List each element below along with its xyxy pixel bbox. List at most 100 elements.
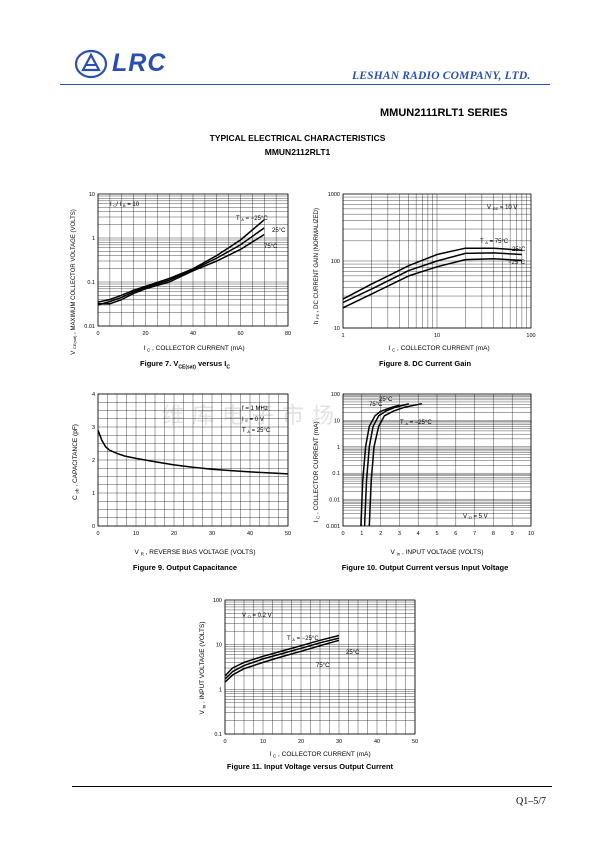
fig7-caption: Figure 7. VCE(sat) versus IC	[140, 359, 230, 371]
fig8-xtick: 100	[526, 333, 535, 339]
fig7-xtick: 60	[237, 331, 243, 337]
fig10-series-line-0	[360, 404, 400, 527]
fig9-ylabel: C ob , CAPACITANCE (pF)	[72, 424, 80, 500]
fig11-xtick: 30	[336, 739, 342, 745]
fig11-ytick: 100	[213, 598, 222, 604]
fig10-caption: Figure 10. Output Current versus Input V…	[341, 563, 509, 572]
fig10-xtick: 1	[360, 531, 363, 537]
fig11-series-line-2	[224, 639, 340, 683]
fig10-xtick: 3	[398, 531, 401, 537]
fig11-ylabel: V in , INPUT VOLTAGE (VOLTS)	[199, 622, 207, 715]
fig9-ytick: 3	[92, 425, 95, 431]
fig9-grid	[97, 393, 289, 527]
fig8-series-line-0	[342, 247, 522, 300]
fig9-xtick: 0	[96, 531, 99, 537]
fig8-annot-3: −25°C	[508, 260, 526, 266]
fig9-annot-1: I E = 0 V	[242, 417, 264, 423]
fig11-series-line-1	[224, 637, 340, 680]
fig7-ytick: 10	[89, 192, 95, 198]
fig8-xlabel: I C , COLLECTOR CURRENT (mA)	[388, 345, 489, 353]
fig10-annot-1: 25°C	[379, 397, 393, 403]
fig8-xtick: 1	[341, 333, 344, 339]
fig7-series-line-1	[97, 227, 265, 306]
fig9-series-line-0	[97, 430, 289, 475]
logo: LRC	[74, 48, 184, 82]
footer-rule	[72, 786, 552, 787]
logo-text: LRC	[112, 49, 167, 77]
fig10-annot-0: 75°C	[369, 402, 383, 408]
fig9-xtick: 20	[171, 531, 177, 537]
fig11-xtick: 20	[298, 739, 304, 745]
fig10-xtick: 10	[528, 531, 534, 537]
fig7-series-line-0	[97, 219, 265, 303]
series-title: MMUN2111RLT1 SERIES	[380, 107, 508, 119]
fig9-xtick: 10	[133, 531, 139, 537]
section-subtitle: MMUN2112RLT1	[264, 147, 331, 157]
fig8-series-line-2	[342, 258, 522, 309]
logo-mark-icon	[74, 49, 108, 79]
fig10-xtick: 8	[492, 531, 495, 537]
fig10-ylabel: I C , COLLECTOR CURRENT (mA)	[313, 421, 321, 522]
fig9-xtick: 50	[285, 531, 291, 537]
fig8-series-line-1	[342, 252, 522, 304]
fig10-ytick: 0.001	[326, 524, 340, 530]
fig10-grid	[342, 393, 532, 527]
fig9-xlabel: V R , REVERSE BIAS VOLTAGE (VOLTS)	[134, 549, 255, 557]
fig7-grid	[97, 193, 289, 327]
fig11-series-line-0	[224, 634, 340, 677]
fig7-xtick: 40	[190, 331, 196, 337]
fig11-xlabel: I C , COLLECTOR CURRENT (mA)	[269, 751, 370, 759]
fig10-xtick: 6	[454, 531, 457, 537]
page-number: Q1–5/7	[516, 796, 546, 807]
chart-fig11: V in , INPUT VOLTAGE (VOLTS) I C , COLLE…	[199, 598, 418, 759]
fig11-ytick: 10	[216, 643, 222, 649]
fig7-xtick: 0	[96, 331, 99, 337]
fig9-ytick: 1	[92, 491, 95, 497]
fig8-ytick: 10	[334, 326, 340, 332]
header-rule	[60, 84, 550, 85]
fig8-ylabel: h FE , DC CURRENT GAIN (NORMALIZED)	[314, 208, 320, 324]
fig7-xlabel: I C , COLLECTOR CURRENT (mA)	[143, 345, 244, 353]
fig7-annot-3: 75°C	[264, 244, 278, 250]
fig11-xtick: 0	[223, 739, 226, 745]
fig11-annot-3: 75°C	[316, 663, 330, 669]
fig11-annot-2: 25°C	[346, 650, 360, 656]
fig7-ytick: 1	[92, 236, 95, 242]
fig11-xtick: 40	[374, 739, 380, 745]
fig9-caption: Figure 9. Output Capacitance	[132, 563, 238, 572]
fig8-ytick: 100	[331, 259, 340, 265]
fig10-ytick: 1	[337, 445, 340, 451]
fig10-ytick: 0.1	[332, 471, 340, 477]
fig9-xtick: 30	[209, 531, 215, 537]
fig10-xtick: 4	[417, 531, 420, 537]
fig9-ytick: 2	[92, 458, 95, 464]
fig11-ytick: 0.1	[214, 732, 222, 738]
fig8-annot-1: T A = 75°C	[480, 239, 509, 245]
fig11-annot-0: V O = 0.2 V	[242, 613, 272, 619]
fig9-xtick: 40	[247, 531, 253, 537]
chart-fig10: I C , COLLECTOR CURRENT (mA) V in , INPU…	[313, 392, 534, 557]
fig9-annot-2: T A = 25°C	[242, 428, 271, 434]
fig9-annot-0: f = 1 MHz	[242, 406, 268, 412]
company-name: LESHAN RADIO COMPANY, LTD.	[352, 70, 531, 82]
fig8-ytick: 1000	[328, 192, 340, 198]
fig10-ytick: 100	[331, 392, 340, 398]
fig11-grid	[224, 599, 416, 735]
watermark: 维库电子市场	[162, 404, 343, 429]
fig7-xtick: 80	[285, 331, 291, 337]
chart-fig7: V CE(sat) , MAXIMUM COLLECTOR VOLTAGE (V…	[71, 192, 291, 355]
fig9-ytick: 4	[92, 392, 95, 398]
fig8-annot-0: V CE = 10 V	[487, 205, 517, 211]
section-title: TYPICAL ELECTRICAL CHARACTERISTICS	[209, 133, 386, 143]
fig11-ytick: 1	[219, 687, 222, 693]
fig11-xtick: 10	[260, 739, 266, 745]
fig10-xtick: 2	[379, 531, 382, 537]
chart-fig8: h FE , DC CURRENT GAIN (NORMALIZED) I C …	[314, 192, 536, 353]
fig10-ytick: 0.01	[329, 498, 340, 504]
fig7-ytick: 0.1	[87, 280, 95, 286]
fig7-annot-2: 25°C	[272, 228, 286, 234]
fig7-annot-1: T A = −25°C	[236, 216, 268, 222]
fig10-xtick: 5	[435, 531, 438, 537]
fig10-series-line-1	[363, 403, 409, 527]
fig7-ytick: 0.01	[84, 324, 95, 330]
